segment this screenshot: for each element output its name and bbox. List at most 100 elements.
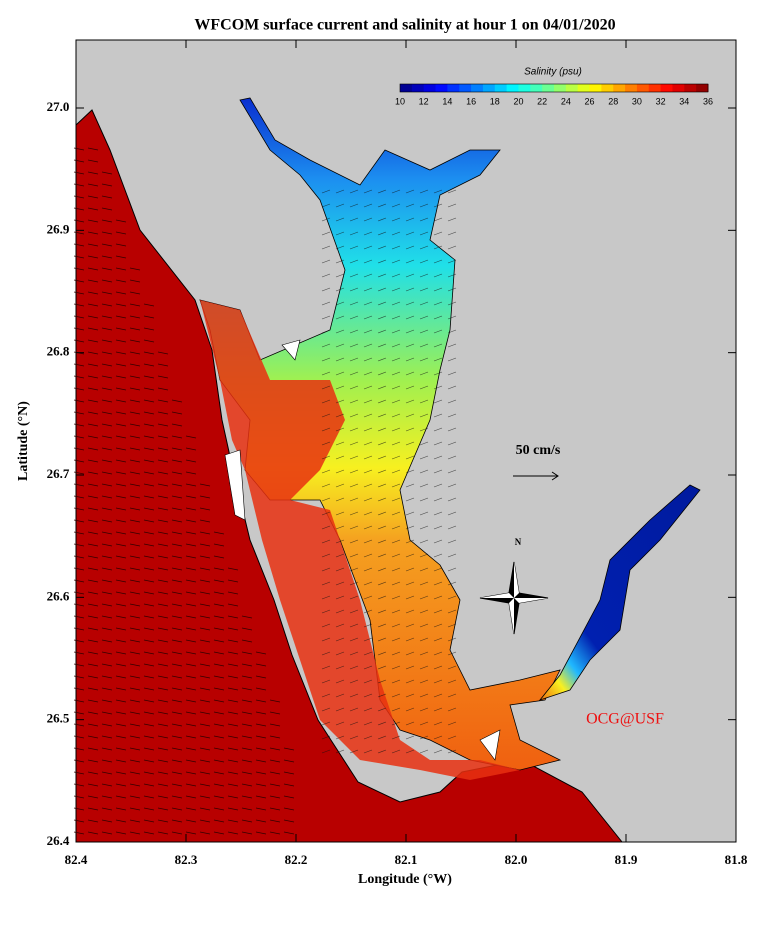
- current-vector: [101, 423, 113, 427]
- current-vector: [115, 555, 127, 559]
- current-vector: [321, 301, 331, 306]
- current-vector: [199, 819, 211, 823]
- current-vector: [363, 735, 373, 740]
- current-vector: [391, 413, 401, 418]
- colorbar-tick-label: 26: [585, 96, 595, 106]
- current-vector: [157, 795, 169, 799]
- current-vector: [143, 615, 155, 619]
- current-vector: [227, 735, 239, 739]
- current-vector: [335, 427, 345, 432]
- current-vector: [87, 315, 99, 319]
- current-vector: [129, 747, 141, 751]
- current-vector: [349, 259, 359, 264]
- current-vector: [87, 651, 99, 655]
- current-vector: [391, 595, 401, 600]
- current-vector: [115, 399, 127, 403]
- current-vector: [363, 553, 373, 558]
- current-vector: [241, 747, 253, 751]
- current-vector: [101, 447, 113, 451]
- x-tick-label: 81.9: [615, 852, 638, 867]
- colorbar-cell: [518, 84, 531, 92]
- current-vector: [227, 795, 239, 799]
- current-vector: [447, 609, 457, 614]
- current-vector: [335, 665, 345, 670]
- current-vector: [447, 637, 457, 642]
- current-vector: [255, 831, 267, 835]
- current-vector: [419, 749, 429, 754]
- current-vector: [377, 637, 387, 642]
- current-vector: [213, 567, 225, 571]
- x-tick-label: 82.1: [395, 852, 418, 867]
- colorbar-tick-label: 24: [561, 96, 571, 106]
- current-vector: [255, 699, 267, 703]
- current-vector: [101, 219, 113, 223]
- current-vector: [185, 543, 197, 547]
- current-vector: [73, 687, 85, 691]
- current-vector: [255, 711, 267, 715]
- current-vector: [115, 819, 127, 823]
- current-vector: [447, 217, 457, 222]
- current-vector: [199, 543, 211, 547]
- current-vector: [419, 343, 429, 348]
- current-vector: [321, 693, 331, 698]
- current-vector: [335, 343, 345, 348]
- current-vector: [101, 375, 113, 379]
- current-vector: [199, 663, 211, 667]
- current-vector: [185, 627, 197, 631]
- current-vector: [115, 735, 127, 739]
- current-vector: [101, 255, 113, 259]
- current-vector: [185, 471, 197, 475]
- scale-label: 50 cm/s: [516, 443, 561, 458]
- current-vector: [419, 245, 429, 250]
- current-vector: [101, 819, 113, 823]
- current-vector: [349, 637, 359, 642]
- current-vector: [405, 553, 415, 558]
- current-vector: [227, 603, 239, 607]
- current-vector: [185, 591, 197, 595]
- current-vector: [335, 329, 345, 334]
- current-vector: [101, 435, 113, 439]
- current-vector: [227, 627, 239, 631]
- current-vector: [129, 543, 141, 547]
- current-vector: [269, 735, 281, 739]
- current-vector: [185, 807, 197, 811]
- current-vector: [391, 441, 401, 446]
- current-vector: [391, 231, 401, 236]
- current-vector: [185, 759, 197, 763]
- current-vector: [447, 427, 457, 432]
- current-vector: [391, 189, 401, 194]
- current-vector: [241, 735, 253, 739]
- current-vector: [447, 413, 457, 418]
- current-vector: [391, 553, 401, 558]
- current-vector: [405, 203, 415, 208]
- current-vector: [73, 279, 85, 283]
- current-vector: [171, 711, 183, 715]
- current-vector: [101, 195, 113, 199]
- current-vector: [101, 339, 113, 343]
- current-vector: [335, 315, 345, 320]
- current-vector: [101, 735, 113, 739]
- current-vector: [433, 553, 443, 558]
- current-vector: [171, 471, 183, 475]
- current-vector: [349, 651, 359, 656]
- current-vector: [157, 699, 169, 703]
- current-vector: [143, 591, 155, 595]
- current-vector: [129, 627, 141, 631]
- current-vector: [87, 363, 99, 367]
- current-vector: [87, 543, 99, 547]
- current-vector: [433, 203, 443, 208]
- current-vector: [335, 693, 345, 698]
- current-vector: [447, 721, 457, 726]
- current-vector: [143, 435, 155, 439]
- current-vector: [101, 303, 113, 307]
- current-vector: [419, 329, 429, 334]
- current-vector: [115, 567, 127, 571]
- current-vector: [143, 363, 155, 367]
- current-vector: [255, 675, 267, 679]
- current-vector: [143, 555, 155, 559]
- current-vector: [115, 303, 127, 307]
- current-vector: [405, 721, 415, 726]
- current-vector: [213, 615, 225, 619]
- current-vector: [115, 663, 127, 667]
- current-vector: [335, 371, 345, 376]
